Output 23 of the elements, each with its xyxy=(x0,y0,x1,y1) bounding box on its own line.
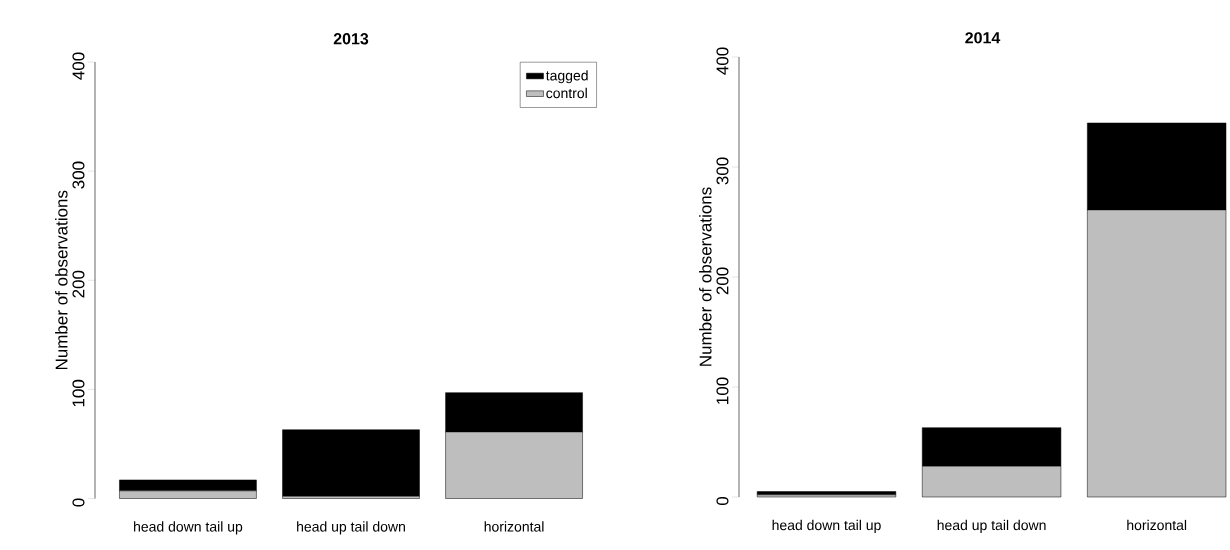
y-tick-label: 300 xyxy=(72,161,85,189)
y-tick-label: 200 xyxy=(72,270,85,298)
y-tick-label: 200 xyxy=(716,267,729,295)
y-tick-label: 100 xyxy=(72,379,85,407)
legend-label: control xyxy=(546,87,587,99)
y-axis-title: Number of observations xyxy=(699,187,712,366)
x-tick-label: head down tail up xyxy=(772,519,881,533)
x-tick-label: horizontal xyxy=(484,521,544,532)
y-tick-label: 400 xyxy=(716,47,729,75)
x-tick-label: head down tail up xyxy=(134,521,243,535)
x-tick-label: head up tail down xyxy=(937,519,1046,533)
y-tick-label: 100 xyxy=(716,377,729,404)
chart-title: 2014 xyxy=(965,32,1001,44)
y-tick-label: 300 xyxy=(716,157,729,185)
chart-title: 2013 xyxy=(333,33,369,45)
x-tick-label: horizontal xyxy=(1127,519,1187,531)
y-tick-label: 400 xyxy=(72,52,85,80)
x-tick-label: head up tail down xyxy=(297,521,405,535)
y-axis-title: Number of observations xyxy=(55,190,68,370)
legend-label: tagged xyxy=(545,70,588,84)
y-tick-label: 0 xyxy=(72,498,85,507)
bar xyxy=(282,429,420,497)
y-tick-label: 0 xyxy=(716,496,729,506)
